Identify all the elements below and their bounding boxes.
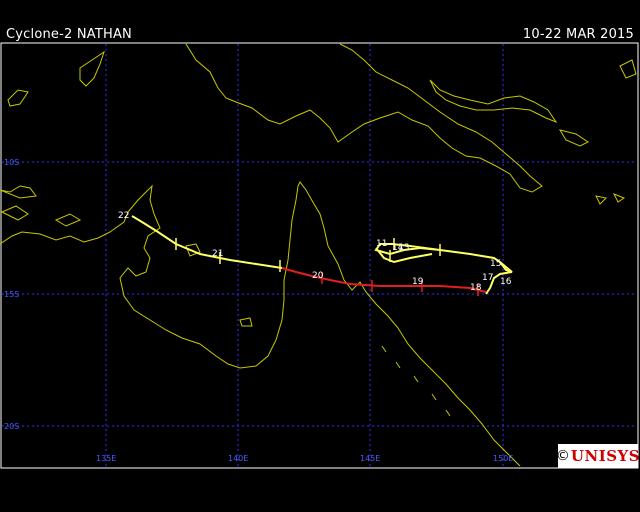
coast-island-a xyxy=(7,89,29,107)
coast-groote xyxy=(185,243,201,257)
day-labels: 22 21 20 19 18 17 16 15 11 14 13 xyxy=(118,211,512,293)
track-ticks-red xyxy=(321,272,479,296)
lat-label-20s: 20S xyxy=(4,422,19,431)
unisys-brand: UNISYS xyxy=(570,447,640,465)
copyright-symbol: © xyxy=(555,448,570,464)
day-label-19: 19 xyxy=(412,277,424,287)
day-label-16: 16 xyxy=(500,277,512,287)
track-yellow-hook xyxy=(485,261,513,295)
lon-label-140e: 140E xyxy=(228,454,248,463)
lon-label-135e: 135E xyxy=(96,454,116,463)
map-title: Cyclone-2 NATHAN xyxy=(6,27,132,42)
coast-new-britain xyxy=(558,129,589,147)
day-label-13: 13 xyxy=(398,243,409,253)
day-label-11: 11 xyxy=(376,239,387,249)
lat-label-10s: 10S xyxy=(4,158,19,167)
track-ticks xyxy=(175,238,441,272)
day-label-20: 20 xyxy=(312,271,324,281)
day-label-17: 17 xyxy=(482,273,493,283)
track-yellow-east xyxy=(374,243,513,273)
date-range: 10-22 MAR 2015 xyxy=(522,27,634,42)
coastlines xyxy=(0,43,637,467)
coast-island-b xyxy=(0,185,37,199)
coast-reef xyxy=(381,345,451,417)
day-label-22: 22 xyxy=(118,211,129,221)
day-label-18: 18 xyxy=(470,283,482,293)
coast-melville xyxy=(54,213,82,227)
map-frame xyxy=(0,42,639,469)
day-label-14: 14 xyxy=(392,243,404,253)
day-label-21: 21 xyxy=(212,249,223,259)
coast-timor xyxy=(79,50,105,87)
coast-island-c xyxy=(0,205,29,221)
lon-label-145e: 145E xyxy=(360,454,380,463)
track-yellow-west xyxy=(131,215,283,269)
track-red xyxy=(281,267,487,293)
coast-islands-se xyxy=(595,59,637,205)
lat-lon-grid xyxy=(2,44,637,467)
day-label-15: 15 xyxy=(490,259,501,269)
coast-mornington xyxy=(239,317,253,327)
axis-labels: 10S 15S 20S 135E 140E 145E 150E xyxy=(4,158,513,463)
unisys-logo: © UNISYS xyxy=(555,444,640,468)
lat-label-15s: 15S xyxy=(4,290,19,299)
coast-new-guinea xyxy=(185,43,543,193)
cyclone-track xyxy=(131,215,513,295)
coast-bismarck xyxy=(429,79,558,124)
lon-label-150e: 150E xyxy=(493,454,513,463)
coast-australia xyxy=(0,181,521,467)
